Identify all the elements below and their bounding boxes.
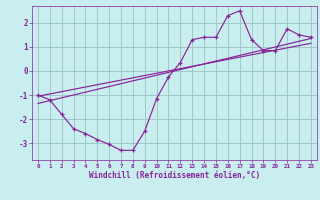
X-axis label: Windchill (Refroidissement éolien,°C): Windchill (Refroidissement éolien,°C) — [89, 171, 260, 180]
